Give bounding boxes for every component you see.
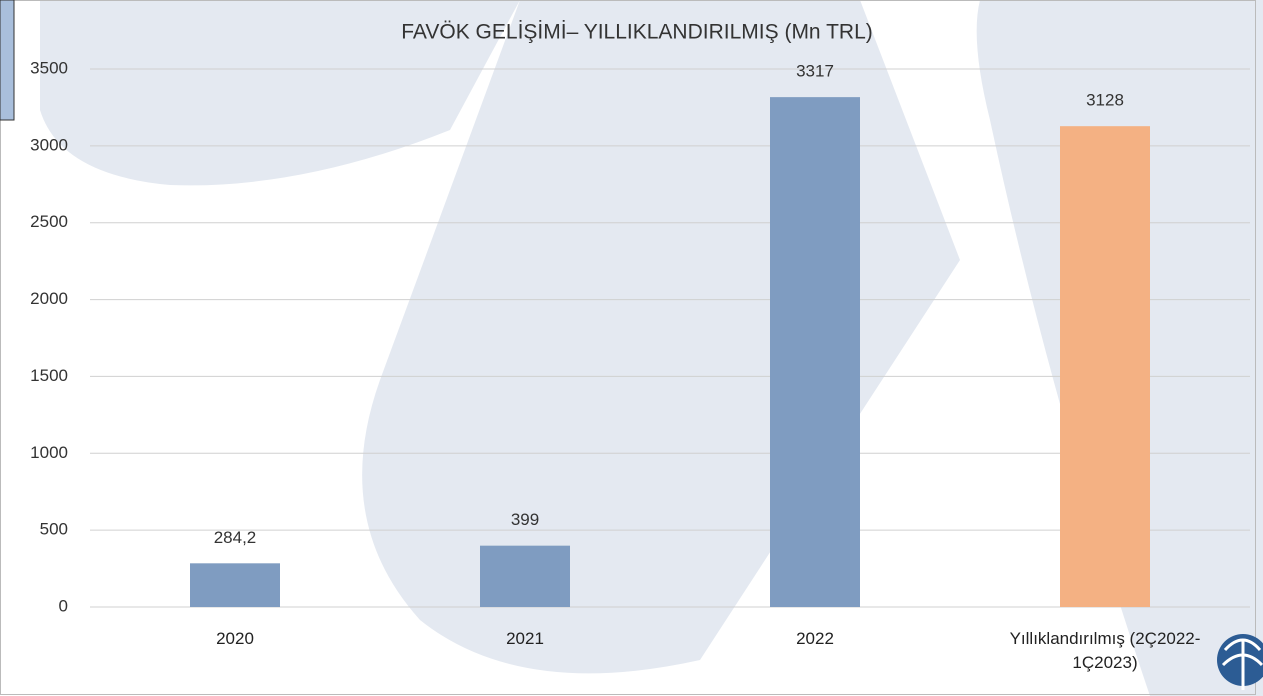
chart-title: FAVÖK GELİŞİMİ– YILLIKLANDIRILMIŞ (Mn TR… <box>401 21 873 44</box>
value-label: 3128 <box>1086 91 1124 110</box>
bar <box>1060 126 1150 608</box>
corner-box <box>0 0 15 121</box>
value-label: 284,2 <box>214 528 257 547</box>
y-tick-label: 3000 <box>30 135 68 154</box>
y-tick-label: 2500 <box>30 212 68 231</box>
y-tick-label: 1500 <box>30 366 68 385</box>
y-tick-label: 500 <box>40 520 68 539</box>
x-tick-label: 2021 <box>506 629 544 648</box>
bar <box>480 545 570 607</box>
value-label: 399 <box>511 510 539 529</box>
bar <box>190 563 280 607</box>
x-tick-label: 2020 <box>216 629 254 648</box>
y-tick-label: 2000 <box>30 289 68 308</box>
bg-shape <box>40 0 520 186</box>
value-label: 3317 <box>796 62 834 81</box>
y-tick-label: 1000 <box>30 443 68 462</box>
x-tick-label: Yıllıklandırılmış (2Ç2022-1Ç2023) <box>1009 629 1201 672</box>
y-tick-label: 0 <box>59 596 68 615</box>
x-tick-label: 2022 <box>796 629 834 648</box>
bar <box>770 97 860 608</box>
y-tick-label: 3500 <box>30 58 68 77</box>
logo <box>1217 634 1263 690</box>
